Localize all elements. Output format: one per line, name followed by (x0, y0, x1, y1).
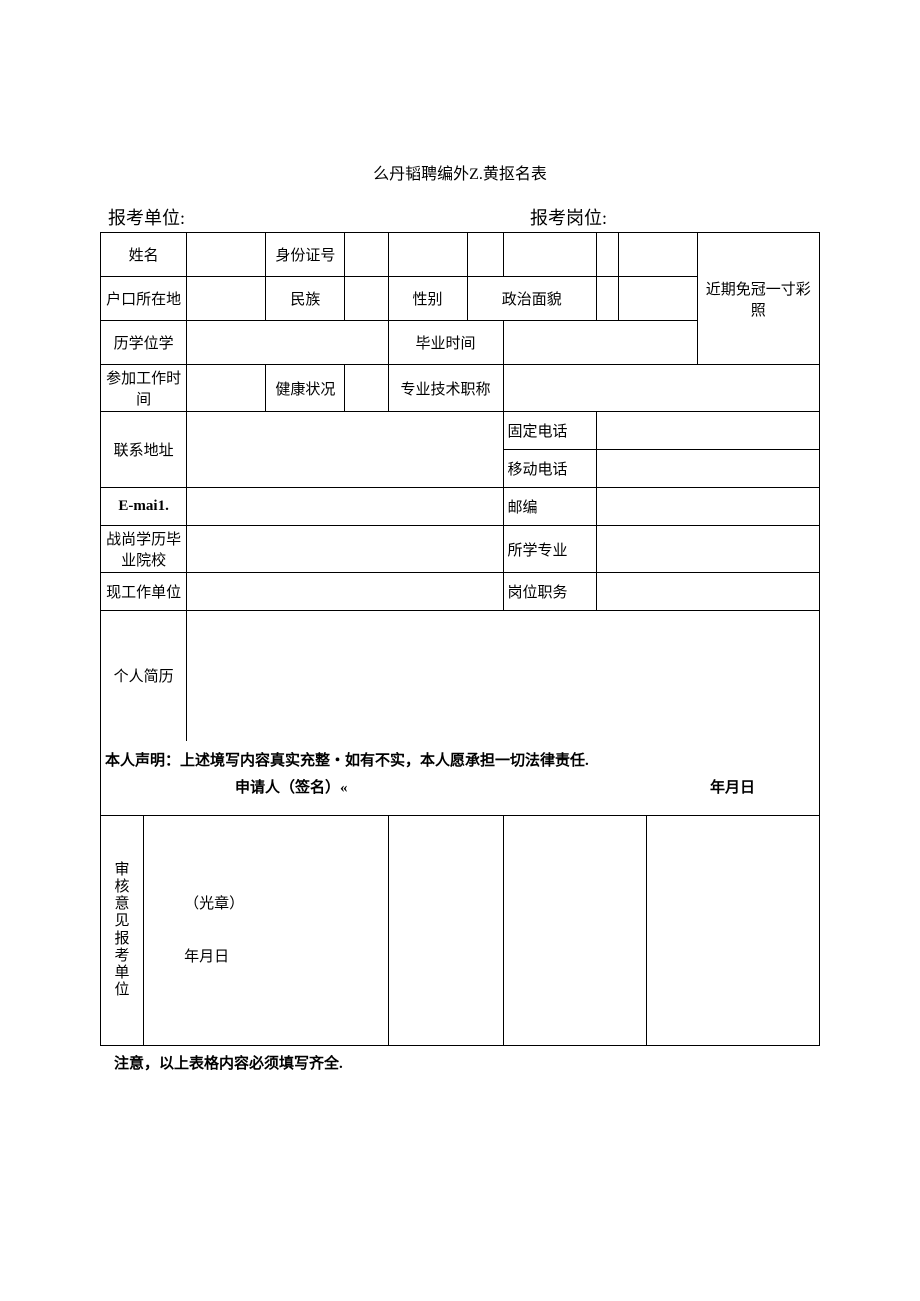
label-id-number: 身份证号 (266, 233, 345, 277)
value-id-6 (618, 233, 697, 277)
note-text: 注意，以上表格内容必须填写齐全. (100, 1046, 820, 1079)
value-id-4 (503, 233, 596, 277)
value-edu-school (187, 526, 503, 573)
value-pro-title (503, 365, 819, 412)
value-resume (187, 611, 820, 741)
label-photo: 近期免冠一寸彩照 (697, 233, 819, 365)
label-phone-fixed: 固定电话 (503, 412, 596, 450)
value-job-position (596, 573, 819, 611)
declaration-signer: 申请人（签名）« (235, 776, 348, 797)
value-email (187, 488, 503, 526)
value-phone-mobile (596, 450, 819, 488)
header-row: 报考单位: 报考岗位: (100, 204, 820, 230)
form-title: 么丹韬聘编外Z.黄抠名表 (100, 160, 820, 184)
review-stamp: （光章） (184, 878, 385, 931)
application-form-table: 姓名 身份证号 近期免冠一寸彩照 户口所在地 民族 性别 政治面貌 历学位学 毕… (100, 232, 820, 1046)
value-major (596, 526, 819, 573)
declaration-cell: 本人声明：上述境写内容真实充整・如有不实，本人愿承担一切法律责任. 申请人（签名… (101, 741, 820, 816)
value-id-2 (388, 233, 467, 277)
value-political-2 (618, 277, 697, 321)
label-edu-school: 战尚学历毕业院校 (101, 526, 187, 573)
value-hukou (187, 277, 266, 321)
declaration-text: 本人声明：上述境写内容真实充整・如有不实，本人愿承担一切法律责任. (105, 749, 815, 770)
declaration-date: 年月日 (710, 776, 755, 797)
label-grad-time: 毕业时间 (388, 321, 503, 365)
label-gender: 性别 (388, 277, 467, 321)
label-name: 姓名 (101, 233, 187, 277)
label-pro-title: 专业技术职称 (388, 365, 503, 412)
review-col-2 (388, 816, 503, 1046)
value-phone-fixed (596, 412, 819, 450)
value-health (345, 365, 388, 412)
value-work-start (187, 365, 266, 412)
label-major: 所学专业 (503, 526, 596, 573)
value-current-unit (187, 573, 503, 611)
review-content: （光章） 年月日 (144, 816, 388, 1046)
value-address (187, 412, 503, 488)
review-date: 年月日 (184, 931, 385, 984)
label-health: 健康状况 (266, 365, 345, 412)
value-id-3 (467, 233, 503, 277)
label-phone-mobile: 移动电话 (503, 450, 596, 488)
label-job-position: 岗位职务 (503, 573, 596, 611)
label-address: 联系地址 (101, 412, 187, 488)
value-postcode (596, 488, 819, 526)
value-grad-time (503, 321, 697, 365)
label-postcode: 邮编 (503, 488, 596, 526)
value-degree (187, 321, 388, 365)
review-col-3 (503, 816, 647, 1046)
label-degree: 历学位学 (101, 321, 187, 365)
value-name (187, 233, 266, 277)
label-hukou: 户口所在地 (101, 277, 187, 321)
label-resume: 个人简历 (101, 611, 187, 741)
label-review: 审核意见报考单位 (101, 816, 144, 1046)
review-col-4 (647, 816, 820, 1046)
label-work-start: 参加工作时间 (101, 365, 187, 412)
exam-position-label: 报考岗位: (390, 204, 812, 230)
label-ethnicity: 民族 (266, 277, 345, 321)
label-political: 政治面貌 (467, 277, 596, 321)
value-ethnicity (345, 277, 388, 321)
exam-unit-label: 报考单位: (108, 204, 390, 230)
value-political-1 (596, 277, 618, 321)
label-current-unit: 现工作单位 (101, 573, 187, 611)
value-id-1 (345, 233, 388, 277)
label-email: E-mai1. (101, 488, 187, 526)
value-id-5 (596, 233, 618, 277)
